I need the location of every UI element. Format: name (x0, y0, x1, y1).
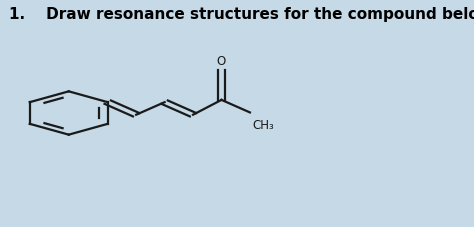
Text: 1.    Draw resonance structures for the compound below: 1. Draw resonance structures for the com… (9, 7, 474, 22)
Text: O: O (217, 54, 226, 68)
Text: CH₃: CH₃ (252, 119, 274, 132)
